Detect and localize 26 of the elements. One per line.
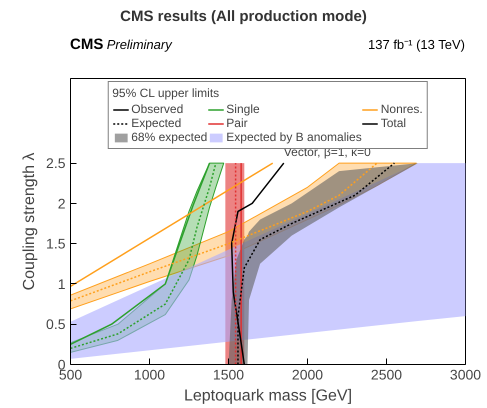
y-tick-label: 2 bbox=[58, 195, 66, 212]
text: 137 fb⁻¹ (13 TeV) bbox=[368, 36, 465, 54]
legend-label: Pair bbox=[226, 116, 248, 130]
y-tick-label: 0.5 bbox=[46, 316, 66, 332]
legend-label: Single bbox=[226, 102, 260, 116]
x-tick-label: 2500 bbox=[370, 366, 402, 382]
legend-label: Nonres. bbox=[380, 102, 423, 116]
x-tick-label: 3000 bbox=[450, 366, 482, 382]
text: Preliminary bbox=[106, 37, 172, 52]
annotation: Expected bbox=[131, 116, 182, 130]
line-series bbox=[70, 162, 378, 302]
x-tick-label: 1500 bbox=[212, 366, 244, 382]
x-tick-label: 1000 bbox=[134, 366, 166, 382]
legend-label: 68% expected bbox=[131, 130, 208, 144]
annotation: Observed bbox=[131, 102, 184, 116]
y-tick-label: 2.5 bbox=[46, 155, 66, 172]
legend-title: 95% CL upper limits bbox=[112, 86, 220, 100]
chart-title: CMS results (All production mode) bbox=[119, 7, 368, 27]
legend-label: Expected by B anomalies bbox=[226, 130, 362, 144]
x-axis-title: Leptoquark mass [GeV] bbox=[184, 388, 352, 404]
x-tick-label: 2000 bbox=[292, 366, 324, 382]
text: CMS bbox=[70, 36, 104, 53]
y-tick-label: 1.5 bbox=[46, 236, 66, 252]
legend-label: Total bbox=[380, 116, 406, 130]
y-tick-label: 1 bbox=[58, 276, 66, 292]
y-axis-title: Coupling strength λ bbox=[21, 152, 38, 290]
